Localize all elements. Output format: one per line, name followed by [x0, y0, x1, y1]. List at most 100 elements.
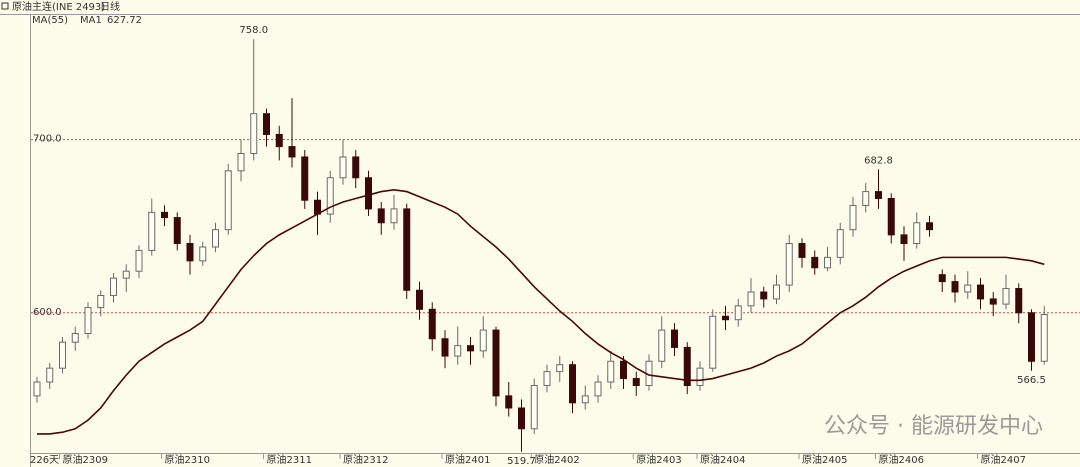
candle-body — [71, 333, 79, 343]
candle-body — [1015, 288, 1023, 314]
x-tick-label: 原油2309 — [63, 453, 108, 466]
candle-body — [607, 360, 615, 383]
candle-body — [314, 199, 321, 215]
candle-body — [97, 294, 105, 309]
candle-body — [505, 395, 513, 409]
candle-body — [620, 360, 627, 380]
annotation: 519.7 — [507, 456, 536, 467]
candle-body — [900, 234, 908, 245]
candle-body — [428, 308, 436, 340]
candle-body — [135, 249, 143, 272]
x-tick-label: 原油2310 — [165, 453, 210, 466]
indicator[interactable]: MA(55) — [32, 15, 68, 26]
period[interactable]: 日线 — [100, 0, 120, 13]
x-tick-label: 原油2406 — [879, 453, 924, 466]
candle-body — [173, 217, 181, 245]
candle-body — [403, 208, 411, 291]
x-tick-label: 原油2311 — [267, 453, 312, 466]
annotation: 682.8 — [864, 155, 893, 166]
candle-body — [887, 198, 895, 236]
x-tick-label: 原油2404 — [700, 453, 745, 466]
candle-body — [734, 305, 742, 321]
candle-body — [594, 381, 602, 397]
candle-body — [479, 329, 487, 352]
candle-body — [543, 371, 551, 386]
x-tick-label: 原油2312 — [343, 453, 388, 466]
candle-body — [46, 367, 54, 383]
candle-body — [1040, 314, 1048, 362]
candle-body — [747, 291, 755, 307]
candle-body — [84, 307, 92, 335]
candle-body — [849, 204, 857, 231]
candle-body — [199, 246, 207, 262]
candle-body — [1002, 288, 1010, 305]
candle-body — [352, 156, 360, 179]
candle-body — [1028, 312, 1035, 362]
watermark: 公众号 · 能源研发中心 — [824, 414, 1043, 439]
candle-body — [250, 113, 258, 154]
candle-body — [964, 284, 972, 293]
candle-body — [760, 291, 768, 300]
annotation: 758.0 — [239, 25, 268, 36]
candle-body — [339, 156, 347, 179]
candle-body — [824, 256, 831, 269]
chart-title: 原油主连(INE 2493) — [12, 0, 105, 13]
x-tick-label: 原油2405 — [802, 453, 847, 466]
candle-body — [161, 211, 168, 219]
candle-body — [441, 338, 449, 357]
candle-body — [416, 289, 423, 310]
candle-body — [811, 256, 819, 269]
candle-body — [581, 395, 589, 404]
candle-body — [696, 367, 704, 386]
candle-body — [683, 346, 691, 386]
candle-body — [836, 229, 844, 258]
candle-body — [224, 170, 232, 231]
candle-body — [951, 281, 959, 293]
header-icon — [1, 2, 9, 10]
x-tick-label: 原油2407 — [981, 453, 1026, 466]
candle-body — [556, 364, 564, 373]
candle-body — [671, 329, 678, 348]
candle-body — [938, 274, 946, 283]
candle-body — [632, 378, 640, 386]
candle-body — [288, 146, 296, 158]
annotation: 566.5 — [1017, 375, 1046, 386]
candle-body — [913, 222, 921, 245]
candle-body — [390, 208, 398, 224]
candle-body — [365, 177, 372, 210]
x-tick-label: 原油2403 — [636, 453, 681, 466]
candle-body — [110, 277, 117, 296]
candle-body — [722, 315, 729, 321]
candle-body — [33, 381, 41, 397]
days-label: 226天 — [30, 455, 59, 466]
candle-body — [977, 284, 984, 300]
ma-name: MA1 — [80, 15, 102, 26]
candle-body — [798, 243, 806, 258]
candle-body — [773, 284, 780, 300]
candle-body — [275, 133, 283, 148]
candle-body — [148, 211, 156, 251]
candle-body — [492, 329, 500, 397]
candle-body — [658, 329, 666, 362]
candle-body — [569, 364, 576, 404]
candle-body — [237, 152, 245, 172]
candle-body — [709, 315, 717, 369]
candle-body — [122, 270, 130, 279]
candle-body — [785, 243, 793, 286]
candle-body — [530, 384, 538, 430]
candle-body — [212, 229, 219, 248]
candle-body — [454, 345, 462, 357]
candle-body — [326, 177, 334, 215]
ma-line — [37, 189, 1045, 435]
candle-body — [989, 298, 997, 305]
ma-value: 627.72 — [107, 15, 142, 26]
candle-body — [926, 222, 933, 231]
candle-body — [301, 156, 309, 201]
candle-body — [467, 345, 474, 352]
candle-body — [518, 407, 525, 430]
candle-body — [186, 243, 194, 262]
x-tick-label: 原油2401 — [445, 453, 490, 466]
candle-body — [59, 341, 66, 369]
x-tick-label: 原油2402 — [534, 453, 579, 466]
